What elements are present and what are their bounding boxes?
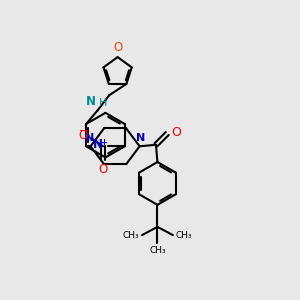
Text: O: O (98, 163, 108, 176)
Text: N: N (136, 133, 145, 143)
Text: N: N (85, 133, 94, 143)
Text: CH₃: CH₃ (149, 246, 166, 255)
Text: N: N (93, 138, 103, 151)
Text: CH₃: CH₃ (176, 231, 193, 240)
Text: −: − (79, 126, 88, 136)
Text: O: O (171, 125, 181, 139)
Text: +: + (100, 138, 107, 147)
Text: CH₃: CH₃ (122, 231, 139, 240)
Text: O: O (113, 40, 122, 54)
Text: N: N (86, 94, 96, 108)
Text: H: H (99, 98, 107, 108)
Text: O: O (78, 129, 88, 142)
